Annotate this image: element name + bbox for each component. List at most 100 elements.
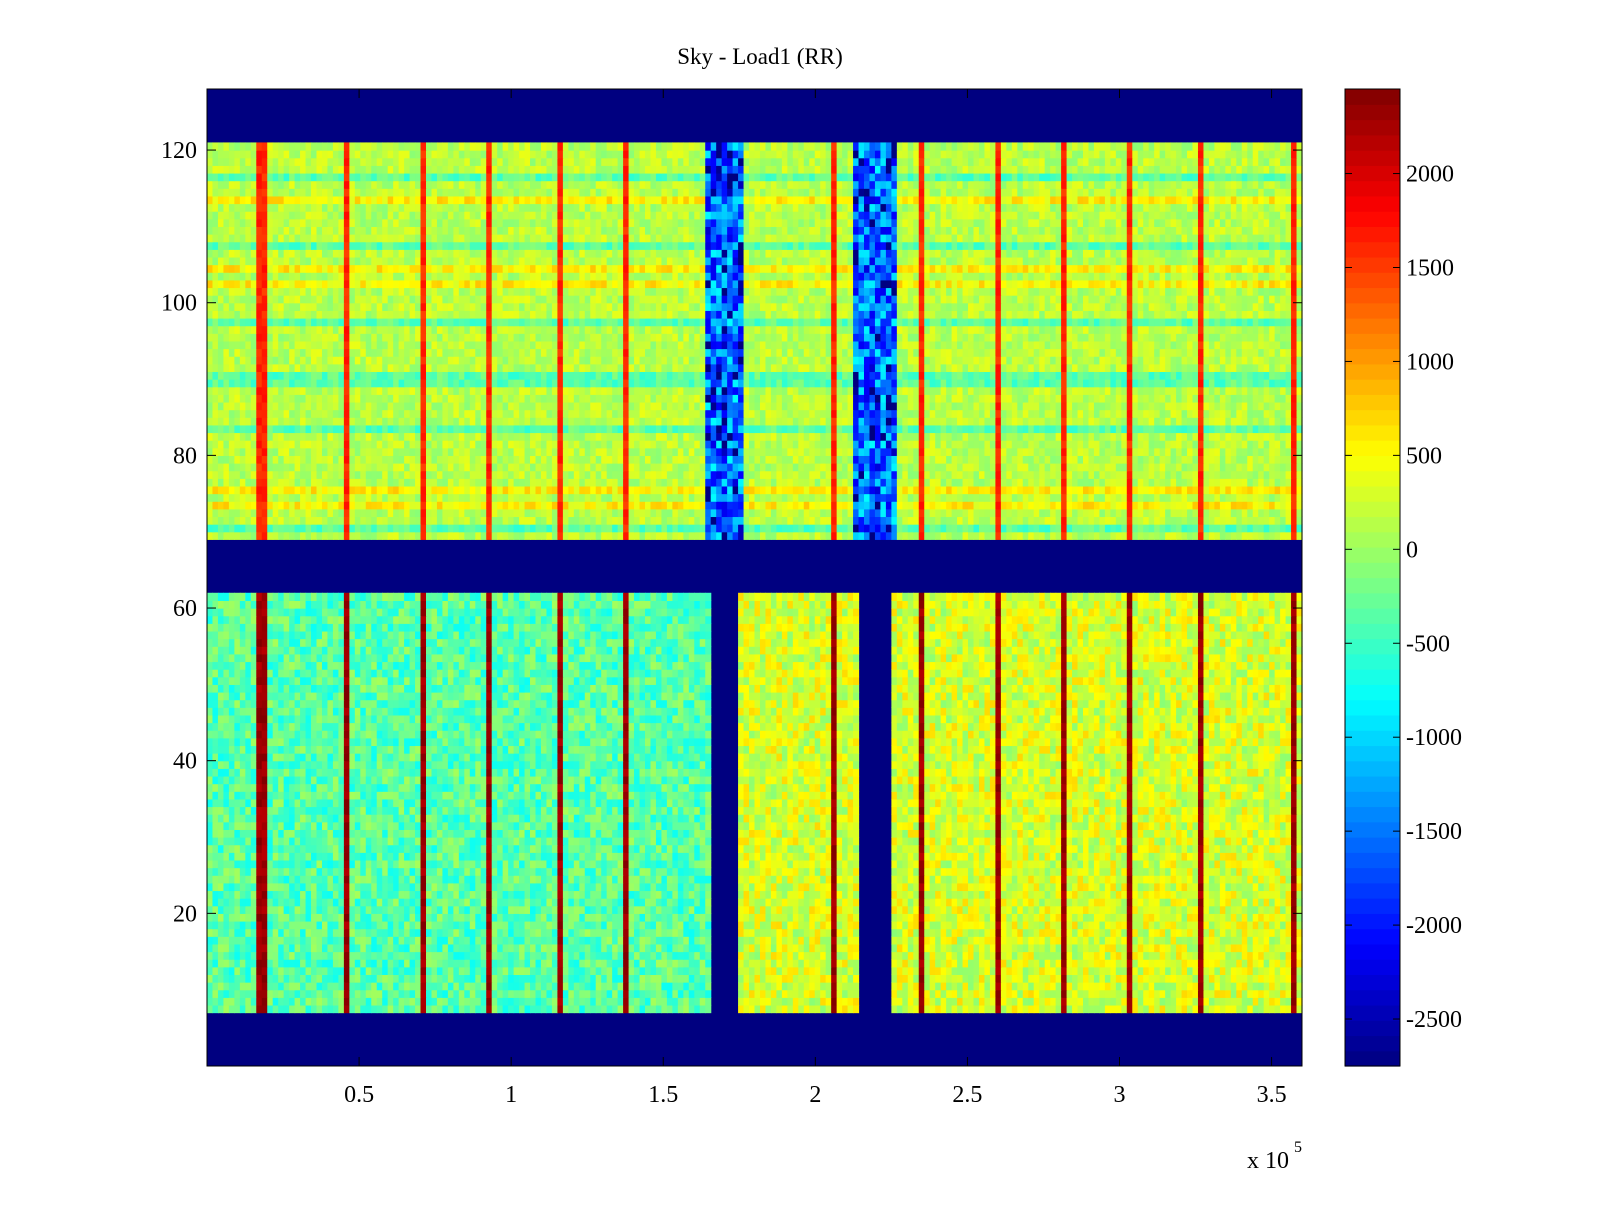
heatmap-cell (968, 974, 975, 983)
heatmap-cell (393, 837, 400, 846)
heatmap-cell (590, 890, 597, 899)
heatmap-cell (535, 959, 542, 968)
heatmap-cell (902, 1004, 909, 1014)
heatmap-cell (256, 844, 263, 853)
heatmap-cell (415, 837, 422, 846)
heatmap-cell (1247, 951, 1254, 960)
heatmap-cell (1187, 989, 1194, 998)
heatmap-cell (524, 882, 531, 892)
heatmap-cell (1000, 989, 1007, 998)
heatmap-cell (1077, 867, 1084, 876)
heatmap-cell (475, 920, 482, 930)
heatmap-cell (1066, 905, 1073, 914)
heatmap-cell (924, 898, 931, 907)
heatmap-cell (480, 997, 487, 1006)
heatmap-cell (1066, 829, 1073, 838)
heatmap-cell (568, 806, 575, 815)
heatmap-cell (1126, 936, 1133, 945)
heatmap-cell (809, 943, 816, 953)
heatmap-cell (584, 829, 591, 838)
heatmap-cell (984, 936, 991, 945)
heatmap-cell (1099, 821, 1106, 830)
heatmap-cell (480, 982, 487, 991)
heatmap-cell (650, 959, 657, 968)
heatmap-cell (1143, 821, 1150, 830)
heatmap-cell (639, 844, 646, 853)
heatmap-cell (1241, 959, 1248, 968)
heatmap-cell (250, 829, 257, 838)
heatmap-cell (1192, 837, 1199, 846)
heatmap-cell (480, 943, 487, 953)
heatmap-cell (398, 997, 405, 1006)
heatmap-cell (228, 905, 235, 914)
heatmap-cell (212, 905, 219, 914)
heatmap-cell (447, 905, 454, 914)
heatmap-cell (984, 943, 991, 953)
heatmap-cell (1055, 913, 1062, 922)
heatmap-cell (360, 829, 367, 838)
heatmap-cell (940, 814, 947, 823)
heatmap-cell (957, 844, 964, 853)
heatmap-cell (415, 989, 422, 998)
heatmap-cell (267, 905, 274, 914)
heatmap-cell (612, 859, 619, 869)
heatmap-cell (759, 936, 767, 945)
heatmap-cell (573, 913, 580, 922)
heatmap-cell (623, 920, 630, 930)
heatmap-cell (655, 859, 663, 869)
heatmap-cell (382, 1004, 389, 1014)
heatmap-cell (645, 890, 652, 899)
heatmap-cell (891, 928, 898, 937)
heatmap-cell (655, 997, 663, 1006)
heatmap-cell (1000, 898, 1007, 907)
heatmap-cell (1006, 875, 1013, 884)
heatmap-cell (261, 920, 268, 930)
heatmap-cell (1236, 959, 1243, 968)
heatmap-cell (672, 875, 679, 884)
heatmap-cell (1274, 974, 1281, 983)
heatmap-cell (1126, 951, 1133, 960)
heatmap-cell (973, 989, 980, 998)
heatmap-cell (1121, 814, 1128, 823)
heatmap-cell (579, 852, 586, 861)
heatmap-cell (1066, 821, 1073, 830)
heatmap-cell (1121, 867, 1128, 876)
heatmap-cell (1061, 928, 1068, 937)
heatmap-cell (1219, 1004, 1226, 1014)
heatmap-cell (1033, 882, 1040, 892)
heatmap-cell (1028, 943, 1035, 953)
heatmap-cell (497, 882, 504, 892)
heatmap-cell (1203, 852, 1210, 861)
heatmap-cell (486, 852, 493, 861)
heatmap-cell (217, 982, 225, 991)
heatmap-cell (749, 913, 756, 922)
heatmap-cell (332, 837, 339, 846)
heatmap-cell (935, 913, 942, 922)
heatmap-cell (338, 806, 345, 815)
heatmap-cell (1083, 989, 1090, 998)
heatmap-cell (792, 844, 799, 853)
heatmap-cell (294, 898, 301, 907)
heatmap-cell (316, 806, 323, 815)
heatmap-cell (946, 859, 953, 869)
heatmap-cell (770, 898, 777, 907)
heatmap-cell (1137, 951, 1144, 960)
heatmap-cell (655, 982, 663, 991)
heatmap-cell (491, 966, 498, 975)
heatmap-cell (349, 913, 356, 922)
heatmap-cell (223, 982, 230, 991)
heatmap-cell (398, 959, 405, 968)
heatmap-cell (321, 837, 329, 846)
heatmap-cell (1050, 920, 1057, 930)
heatmap-cell (962, 898, 969, 907)
heatmap-cell (1192, 982, 1199, 991)
heatmap-cell (332, 905, 339, 914)
heatmap-cell (628, 959, 635, 968)
heatmap-cell (469, 936, 476, 945)
heatmap-cell (283, 959, 290, 968)
heatmap-cell (250, 936, 257, 945)
heatmap-cell (294, 943, 301, 953)
heatmap-cell (343, 814, 350, 823)
heatmap-cell (639, 920, 646, 930)
heatmap-cell (973, 859, 980, 869)
